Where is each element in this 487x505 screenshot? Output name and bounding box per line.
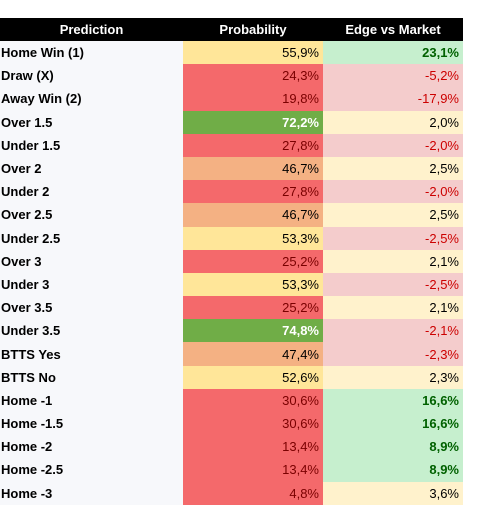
- probability-cell: 13,4%: [183, 458, 323, 482]
- probability-cell: 74,8%: [183, 319, 323, 343]
- edge-cell: 3,6%: [323, 481, 463, 505]
- column-header: Prediction: [0, 18, 183, 41]
- table-row: Over 3.5 25,2% 2,1%: [0, 296, 463, 320]
- probability-cell: 25,2%: [183, 296, 323, 320]
- table-row: Home -2.5 13,4% 8,9%: [0, 458, 463, 482]
- edge-cell: 2,1%: [323, 296, 463, 320]
- table-row: Under 2 27,8% -2,0%: [0, 180, 463, 204]
- probability-cell: 19,8%: [183, 87, 323, 111]
- prediction-cell: Home -2.5: [0, 458, 183, 482]
- table-row: Over 3 25,2% 2,1%: [0, 249, 463, 273]
- edge-cell: -2,1%: [323, 319, 463, 343]
- prediction-cell: Under 3: [0, 272, 183, 297]
- edge-cell: 8,9%: [323, 435, 463, 459]
- edge-cell: 2,5%: [323, 156, 463, 181]
- edge-cell: -5,2%: [323, 64, 463, 88]
- table-row: Home -1 30,6% 16,6%: [0, 388, 463, 412]
- edge-cell: -2,0%: [323, 133, 463, 157]
- prediction-cell: Over 3.5: [0, 296, 183, 320]
- table-row: Home -3 4,8% 3,6%: [0, 481, 463, 505]
- probability-cell: 46,7%: [183, 156, 323, 181]
- prediction-cell: Over 3: [0, 249, 183, 273]
- probability-cell: 27,8%: [183, 133, 323, 157]
- prediction-cell: Under 1.5: [0, 133, 183, 157]
- probability-cell: 25,2%: [183, 249, 323, 273]
- prediction-cell: Home Win (1): [0, 41, 183, 65]
- probability-cell: 46,7%: [183, 203, 323, 227]
- table-row: Under 3 53,3% -2,5%: [0, 272, 463, 297]
- prediction-cell: Home -2: [0, 435, 183, 459]
- edge-cell: 23,1%: [323, 41, 463, 65]
- edge-cell: 2,0%: [323, 110, 463, 134]
- prediction-cell: Over 1.5: [0, 110, 183, 134]
- probability-cell: 53,3%: [183, 226, 323, 250]
- edge-cell: -2,5%: [323, 226, 463, 250]
- prediction-cell: Under 2.5: [0, 226, 183, 250]
- probability-cell: 4,8%: [183, 481, 323, 505]
- table-row: Over 2 46,7% 2,5%: [0, 156, 463, 181]
- column-header: Edge vs Market: [323, 18, 463, 41]
- edge-cell: 2,1%: [323, 249, 463, 273]
- table-row: Home Win (1) 55,9% 23,1%: [0, 41, 463, 65]
- prediction-cell: Home -3: [0, 481, 183, 505]
- column-header: Probability: [183, 18, 323, 41]
- table-row: Over 1.5 72,2% 2,0%: [0, 110, 463, 134]
- probability-cell: 30,6%: [183, 388, 323, 412]
- table: Prediction Probability Edge vs Market Home…: [0, 18, 463, 505]
- prediction-cell: Draw (X): [0, 64, 183, 88]
- probability-cell: 47,4%: [183, 342, 323, 366]
- table-row: Home -1.5 30,6% 16,6%: [0, 412, 463, 436]
- table-row: BTTS Yes 47,4% -2,3%: [0, 342, 463, 366]
- prediction-cell: BTTS Yes: [0, 342, 183, 366]
- probability-cell: 55,9%: [183, 41, 323, 65]
- odds-table: Prediction Probability Edge vs Market Home…: [0, 18, 463, 505]
- header-row: Prediction Probability Edge vs Market: [0, 18, 463, 41]
- prediction-cell: Under 2: [0, 180, 183, 204]
- table-row: Home -2 13,4% 8,9%: [0, 435, 463, 459]
- edge-cell: 2,5%: [323, 203, 463, 227]
- probability-cell: 52,6%: [183, 365, 323, 389]
- edge-cell: 8,9%: [323, 458, 463, 482]
- table-row: Under 3.5 74,8% -2,1%: [0, 319, 463, 343]
- probability-cell: 72,2%: [183, 110, 323, 134]
- edge-cell: -2,5%: [323, 272, 463, 297]
- probability-cell: 30,6%: [183, 412, 323, 436]
- table-row: BTTS No 52,6% 2,3%: [0, 365, 463, 389]
- prediction-cell: Home -1.5: [0, 412, 183, 436]
- prediction-cell: Under 3.5: [0, 319, 183, 343]
- table-row: Over 2.5 46,7% 2,5%: [0, 203, 463, 227]
- edge-cell: -2,3%: [323, 342, 463, 366]
- probability-cell: 53,3%: [183, 272, 323, 297]
- edge-cell: -17,9%: [323, 87, 463, 111]
- edge-cell: 2,3%: [323, 365, 463, 389]
- prediction-cell: Away Win (2): [0, 87, 183, 111]
- prediction-cell: Home -1: [0, 388, 183, 412]
- edge-cell: 16,6%: [323, 412, 463, 436]
- prediction-cell: BTTS No: [0, 365, 183, 389]
- probability-cell: 24,3%: [183, 64, 323, 88]
- prediction-cell: Over 2: [0, 156, 183, 181]
- table-row: Under 1.5 27,8% -2,0%: [0, 133, 463, 157]
- edge-cell: -2,0%: [323, 180, 463, 204]
- probability-cell: 13,4%: [183, 435, 323, 459]
- table-row: Away Win (2) 19,8% -17,9%: [0, 87, 463, 111]
- table-row: Draw (X) 24,3% -5,2%: [0, 64, 463, 88]
- probability-cell: 27,8%: [183, 180, 323, 204]
- edge-cell: 16,6%: [323, 388, 463, 412]
- prediction-cell: Over 2.5: [0, 203, 183, 227]
- table-row: Under 2.5 53,3% -2,5%: [0, 226, 463, 250]
